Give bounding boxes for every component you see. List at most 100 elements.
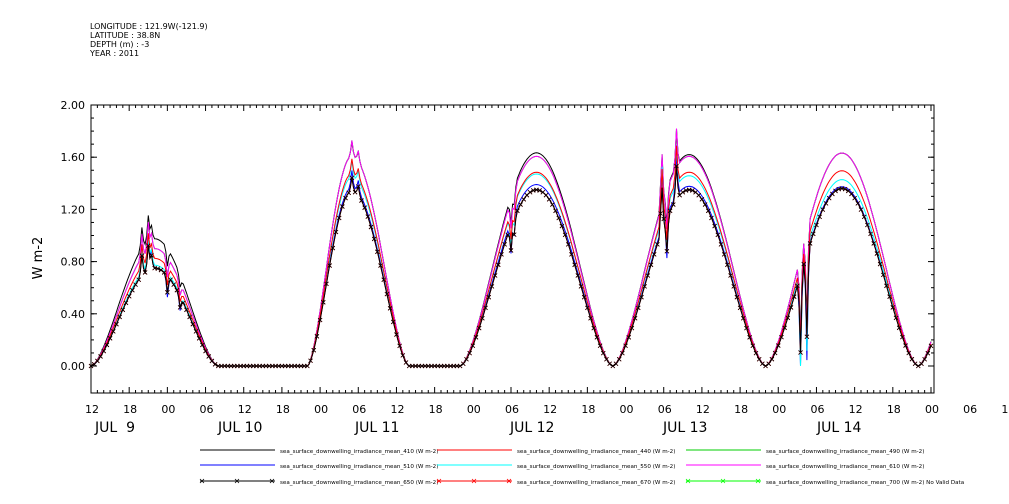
y-tick-label: 1.60: [61, 151, 86, 164]
series-marker: [721, 252, 727, 257]
series-marker: [817, 214, 822, 220]
series-marker: [184, 307, 189, 313]
series-marker: [476, 325, 482, 331]
x-tick-label: 12: [543, 403, 557, 416]
series-marker: [912, 361, 918, 367]
series-marker: [559, 223, 565, 229]
series-marker: [648, 262, 654, 268]
series-marker: [865, 222, 870, 228]
series-marker: [375, 249, 380, 255]
series-marker: [810, 231, 816, 237]
x-tick-label: 06: [810, 403, 824, 416]
series-marker: [114, 321, 119, 327]
series-marker: [346, 190, 352, 196]
series-marker: [740, 315, 746, 321]
series-marker: [470, 343, 476, 349]
series-marker: [133, 282, 138, 287]
series-marker: [515, 208, 520, 214]
series-marker: [753, 350, 759, 356]
series-marker: [849, 191, 854, 197]
x-tick-label: 18: [734, 403, 748, 416]
x-tick-label: 18: [887, 403, 901, 416]
series-marker: [483, 305, 488, 311]
series-marker: [158, 267, 164, 273]
series-marker: [569, 252, 574, 257]
x-tick-label: 06: [963, 403, 977, 416]
series-marker: [718, 242, 724, 247]
series-marker: [925, 350, 931, 356]
x-tick-label: 06: [658, 403, 672, 416]
x-tick-label: 00: [161, 403, 175, 416]
series-marker: [585, 305, 590, 311]
series-marker: [384, 291, 390, 297]
legend: sea_surface_downwelling_irradiance_mean_…: [199, 449, 964, 486]
series-marker: [171, 282, 177, 287]
series-marker: [696, 192, 702, 198]
series-marker: [607, 361, 612, 367]
series-marker: [467, 350, 472, 356]
series-marker: [775, 343, 781, 348]
series-marker: [98, 354, 103, 359]
series-marker: [852, 195, 857, 201]
series-marker: [823, 201, 829, 206]
series-marker: [922, 356, 927, 362]
series-marker: [772, 350, 778, 356]
series-marker: [798, 350, 803, 355]
legend-label: sea_surface_downwelling_irradiance_mean_…: [766, 480, 964, 486]
series-marker: [457, 363, 463, 369]
series-marker: [769, 356, 775, 362]
series-marker: [616, 356, 622, 362]
series-marker: [581, 294, 587, 300]
series-marker: [511, 232, 517, 237]
series-marker: [635, 305, 641, 311]
series-marker: [699, 197, 705, 202]
legend-label: sea_surface_downwelling_irradiance_mean_…: [766, 464, 924, 470]
series-marker: [705, 208, 711, 214]
series-marker: [193, 329, 199, 334]
series-marker: [95, 358, 100, 364]
series-marker: [779, 334, 784, 340]
series-marker: [833, 188, 838, 194]
series-marker: [871, 241, 877, 246]
series-marker: [203, 348, 208, 354]
series-marker: [868, 231, 873, 237]
series-marker: [190, 321, 196, 327]
series-marker: [320, 300, 326, 305]
series-marker: [874, 251, 880, 256]
series-marker: [760, 361, 765, 367]
series-marker: [314, 334, 320, 339]
series-marker: [107, 336, 113, 341]
series-marker: [365, 214, 371, 219]
series-marker: [359, 198, 364, 203]
series-marker: [126, 293, 132, 299]
series-marker: [804, 334, 810, 340]
x-tick-label: 18: [276, 403, 290, 416]
series-marker: [180, 300, 186, 306]
series-marker: [317, 317, 323, 323]
series-marker: [537, 188, 542, 193]
series-marker: [766, 361, 772, 367]
series-marker: [734, 294, 740, 300]
series-marker: [788, 305, 794, 310]
legend-label: sea_surface_downwelling_irradiance_mean_…: [517, 480, 675, 486]
day-label: JUL 10: [217, 420, 262, 436]
x-tick-label: 06: [200, 403, 214, 416]
legend-marker: [234, 478, 240, 484]
series-marker: [206, 354, 212, 359]
x-tick-label: 00: [620, 403, 634, 416]
series-marker: [499, 252, 504, 257]
series-marker: [626, 335, 632, 340]
series-marker: [397, 343, 402, 349]
series-marker: [610, 363, 616, 369]
series-marker: [670, 202, 676, 207]
series-marker: [728, 273, 733, 278]
series-marker: [791, 294, 797, 299]
series-marker: [855, 201, 861, 206]
series-marker: [473, 335, 479, 340]
series-marker: [553, 208, 558, 214]
depth-text: DEPTH (m) : -3: [90, 40, 150, 49]
series-marker: [709, 215, 714, 221]
series-marker: [785, 315, 791, 321]
series-marker: [893, 315, 899, 321]
series-marker: [725, 262, 730, 268]
